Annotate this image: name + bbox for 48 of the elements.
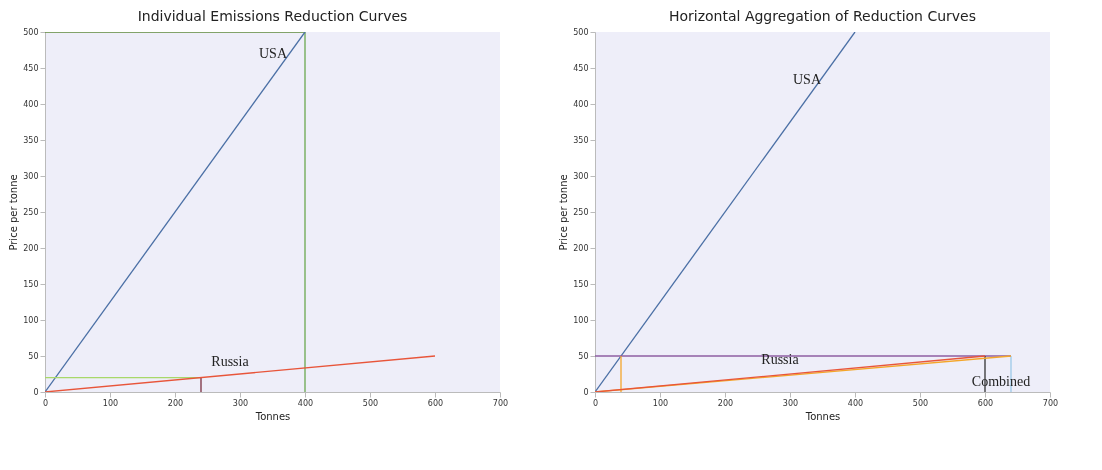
y-tick-label: 300 (573, 171, 589, 181)
y-tick-label: 0 (33, 387, 39, 397)
y-tick-label: 400 (573, 99, 589, 109)
y-tick-label: 0 (583, 387, 589, 397)
x-tick-label: 400 (847, 398, 864, 408)
y-tick-label: 250 (23, 207, 39, 217)
y-tick-label: 150 (573, 279, 589, 289)
x-axis-title: Tonnes (254, 410, 291, 422)
y-tick-label: 400 (23, 99, 39, 109)
chart-title: Individual Emissions Reduction Curves (137, 8, 408, 24)
y-tick-label: 450 (573, 63, 589, 73)
y-tick-label: 150 (23, 279, 39, 289)
x-tick-label: 500 (362, 398, 379, 408)
x-tick-label: 100 (102, 398, 119, 408)
y-tick-label: 50 (578, 351, 589, 361)
y-tick-label: 100 (573, 315, 589, 325)
y-tick-label: 500 (573, 27, 589, 37)
y-tick-label: 500 (23, 27, 39, 37)
x-tick-label: 100 (652, 398, 669, 408)
x-tick-label: 600 (427, 398, 444, 408)
series-label: Russia (761, 352, 800, 367)
x-axis-title: Tonnes (804, 410, 841, 422)
x-tick-label: 200 (167, 398, 184, 408)
x-tick-label: 200 (717, 398, 734, 408)
x-tick-label: 700 (492, 398, 509, 408)
y-tick-label: 250 (573, 207, 589, 217)
series-label: USA (258, 46, 288, 61)
y-tick-label: 200 (573, 243, 589, 253)
x-tick-label: 0 (592, 398, 599, 408)
x-tick-label: 600 (977, 398, 994, 408)
chart-title: Horizontal Aggregation of Reduction Curves (668, 8, 977, 24)
y-tick-label: 200 (23, 243, 39, 253)
y-tick-label: 100 (23, 315, 39, 325)
series-label: Russia (211, 354, 250, 369)
y-tick-label: 350 (573, 135, 589, 145)
x-tick-label: 500 (912, 398, 929, 408)
y-tick-label: 50 (28, 351, 39, 361)
y-tick-label: 300 (23, 171, 39, 181)
y-axis-title: Price per tonne (558, 174, 570, 251)
x-tick-label: 0 (42, 398, 49, 408)
x-tick-label: 700 (1042, 398, 1059, 408)
y-axis-title: Price per tonne (8, 174, 20, 251)
x-tick-label: 300 (782, 398, 799, 408)
y-tick-label: 450 (23, 63, 39, 73)
x-tick-label: 300 (232, 398, 249, 408)
series-label: USA (792, 72, 822, 87)
x-tick-label: 400 (297, 398, 314, 408)
y-tick-label: 350 (23, 135, 39, 145)
